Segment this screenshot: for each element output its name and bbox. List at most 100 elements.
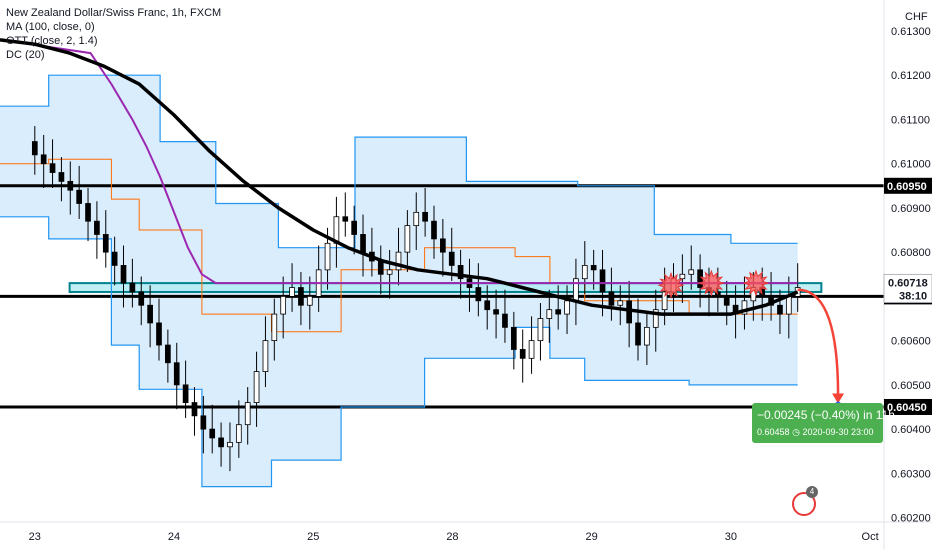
signal-marker[interactable] [697, 269, 725, 297]
candle-body[interactable] [253, 371, 260, 403]
candle-body[interactable] [298, 287, 304, 306]
candle-body[interactable] [546, 309, 553, 319]
candle-body[interactable] [111, 251, 118, 266]
candle-body[interactable] [165, 344, 171, 364]
candle-body[interactable] [777, 304, 783, 315]
candle-body[interactable] [617, 300, 624, 306]
candle-body[interactable] [244, 402, 251, 426]
level-price-tag-text: 0.60950 [887, 181, 927, 193]
price-axis[interactable]: 0.61300 0.61200 0.61100 0.61000 0.60900 0.608… [891, 26, 931, 525]
candle-body[interactable] [324, 242, 331, 271]
candle-body[interactable] [635, 322, 641, 346]
candle-body[interactable] [457, 265, 464, 280]
projection-arrow[interactable] [797, 288, 840, 396]
candle-body[interactable] [785, 295, 792, 315]
candle-body[interactable] [448, 251, 455, 266]
price-tick-label: 0.60800 [891, 247, 931, 259]
candle-body[interactable] [85, 203, 91, 222]
candle-body[interactable] [360, 234, 366, 253]
donchian-upper-line [0, 74, 798, 249]
price-tick-label: 0.60200 [891, 513, 931, 525]
candle-body[interactable] [76, 189, 82, 204]
candle-body[interactable] [404, 225, 411, 253]
candle-body[interactable] [67, 180, 74, 191]
candle-body[interactable] [94, 220, 100, 235]
candle-body[interactable] [58, 172, 65, 182]
level-price-tag: 0.60950 [884, 177, 932, 194]
candle-body[interactable] [581, 265, 588, 280]
candle-body[interactable] [493, 309, 499, 315]
candle-body[interactable] [40, 154, 47, 165]
legend-ott[interactable]: OTT (close, 2, 1.4) [6, 35, 98, 47]
candle-body[interactable] [182, 384, 189, 403]
candle-body[interactable] [271, 313, 278, 342]
indicator-legend: New Zealand Dollar/Swiss Franc, 1h, FXCM… [6, 6, 221, 62]
candle-body[interactable] [218, 437, 224, 448]
candle-body[interactable] [723, 295, 730, 306]
candle-body[interactable] [147, 304, 153, 324]
level-price-tag-bg [884, 177, 932, 194]
candle-body[interactable] [49, 163, 56, 173]
candle-body[interactable] [431, 220, 437, 240]
candle-body[interactable] [652, 309, 659, 328]
candle-body[interactable] [644, 326, 650, 346]
candle-body[interactable] [377, 260, 384, 275]
candle-body[interactable] [342, 216, 349, 222]
candle-body[interactable] [289, 287, 295, 297]
candle-body[interactable] [475, 287, 482, 302]
candle-body[interactable] [413, 211, 420, 227]
time-tick-label: Oct [862, 531, 879, 543]
signal-marker[interactable] [657, 271, 685, 299]
candle-body[interactable] [102, 234, 109, 253]
candle-body[interactable] [573, 278, 579, 302]
candle-body[interactable] [422, 211, 428, 222]
candle-body[interactable] [661, 291, 668, 311]
candle-body[interactable] [306, 295, 313, 306]
signal-marker[interactable] [742, 269, 770, 297]
candle-body[interactable] [510, 326, 517, 350]
current-price-text: 0.60718 [888, 277, 928, 289]
candle-body[interactable] [280, 295, 287, 315]
level-price-tag: 0.60450 [884, 398, 932, 415]
candle-body[interactable] [590, 265, 597, 271]
candle-body[interactable] [200, 415, 207, 430]
candle-body[interactable] [519, 349, 526, 359]
candle-body[interactable] [129, 282, 136, 293]
candle-body[interactable] [688, 269, 695, 275]
candle-body[interactable] [138, 291, 145, 306]
candle-body[interactable] [599, 269, 606, 293]
candle-body[interactable] [484, 300, 491, 311]
projection-price: 0.60458 [757, 427, 790, 437]
candle-body[interactable] [528, 340, 535, 359]
candle-body[interactable] [235, 424, 242, 443]
candle-body[interactable] [191, 402, 198, 417]
price-tick-label: 0.60300 [891, 468, 931, 480]
candle-body[interactable] [227, 441, 233, 448]
candle-body[interactable] [209, 428, 216, 439]
legend-title[interactable]: New Zealand Dollar/Swiss Franc, 1h, FXCM [6, 7, 222, 19]
candle-body[interactable] [262, 340, 269, 372]
candle-body[interactable] [120, 265, 127, 284]
candle-body[interactable] [156, 322, 162, 346]
candle-body[interactable] [386, 269, 393, 275]
tradingview-user-icon[interactable]: 4 [792, 486, 818, 516]
legend-ma[interactable]: MA (100, close, 0) [6, 21, 95, 33]
candle-body[interactable] [564, 300, 570, 315]
current-price-tag-bg [883, 273, 932, 303]
legend-dc[interactable]: DC (20) [6, 49, 45, 61]
candle-body[interactable] [502, 313, 508, 328]
candle-body[interactable] [173, 362, 180, 386]
candle-body[interactable] [395, 251, 402, 271]
candle-body[interactable] [679, 273, 686, 280]
candle-body[interactable] [31, 141, 38, 156]
candle-body[interactable] [351, 220, 357, 235]
candle-body[interactable] [741, 300, 748, 315]
time-axis[interactable]: 23 24 25 28 29 30 Oct [29, 531, 879, 543]
candle-body[interactable] [608, 291, 615, 306]
candle-body[interactable] [555, 309, 562, 315]
time-tick-label: 28 [446, 531, 458, 543]
candle-body[interactable] [440, 238, 446, 253]
candle-body[interactable] [537, 318, 544, 342]
